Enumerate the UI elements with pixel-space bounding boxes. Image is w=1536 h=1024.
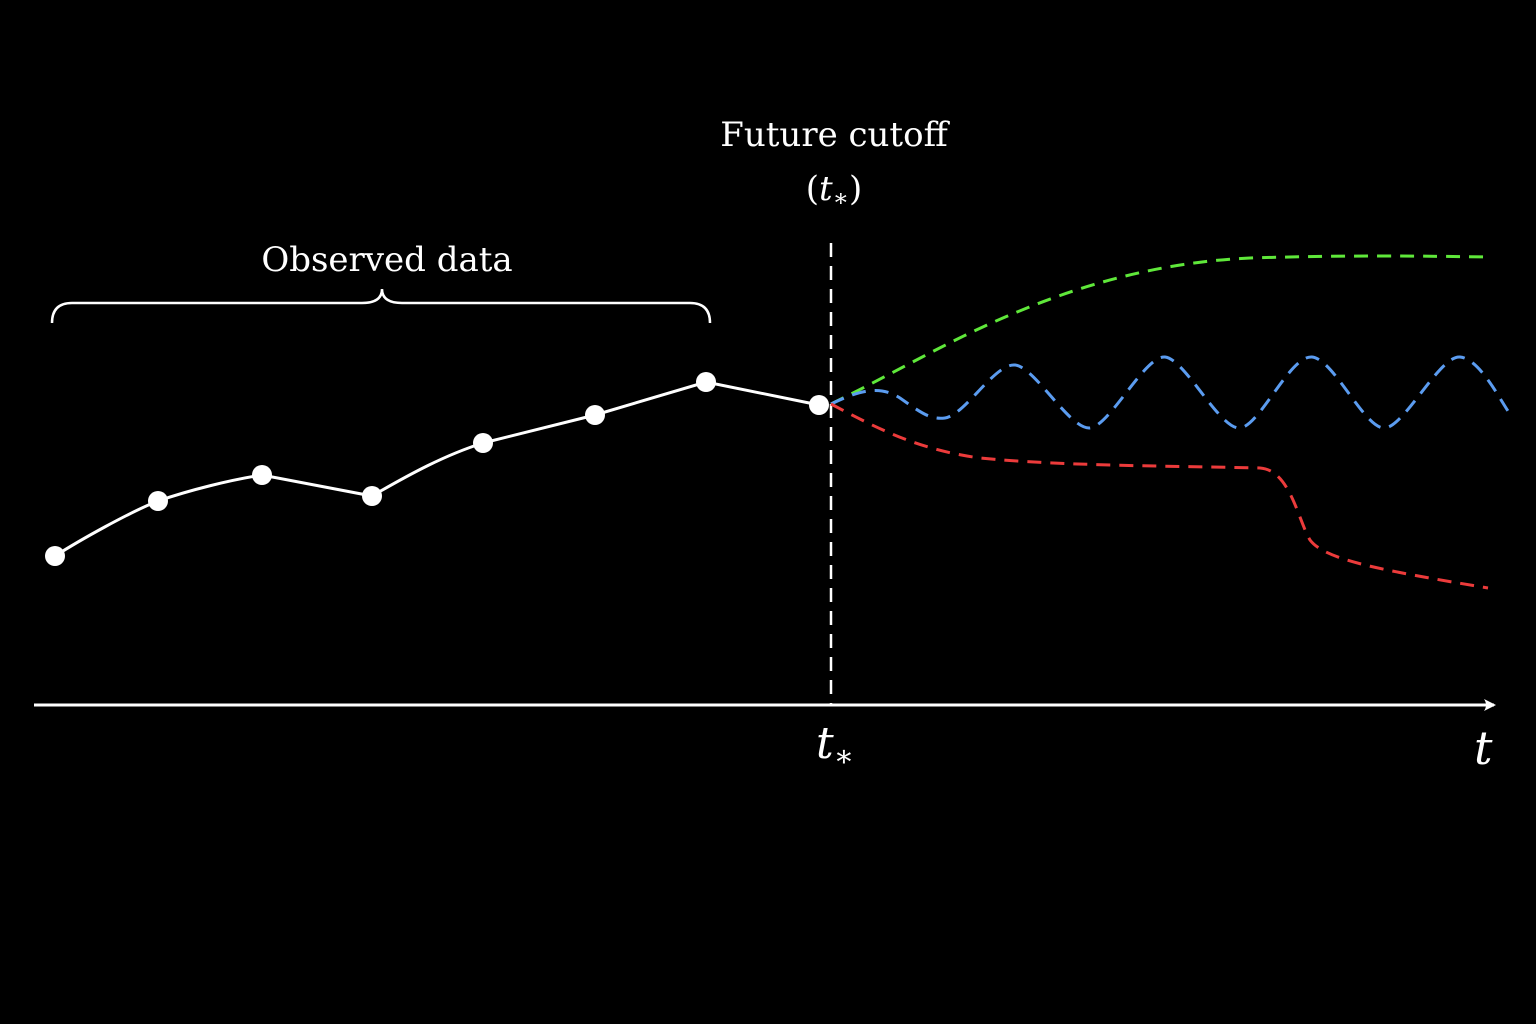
cutoff-label-symbol: (t∗)	[806, 169, 863, 212]
forecast-red-line	[830, 402, 1489, 590]
axis-end-label: t	[1474, 721, 1493, 775]
observed-point	[473, 433, 493, 453]
observed-points	[45, 372, 829, 566]
observed-point	[585, 405, 605, 425]
forecast-green-line	[830, 254, 1489, 406]
observed-point	[252, 465, 272, 485]
observed-label: Observed data	[261, 240, 512, 280]
observed-point	[148, 491, 168, 511]
observed-point	[696, 372, 716, 392]
observed-brace	[50, 288, 712, 324]
cutoff-tick-label: t∗	[816, 718, 854, 774]
observed-point	[809, 395, 829, 415]
observed-series-line	[54, 380, 820, 558]
cutoff-label-title: Future cutoff	[720, 115, 950, 155]
observed-point	[362, 486, 382, 506]
observed-point	[45, 546, 65, 566]
forecast-blue-line	[830, 355, 1512, 430]
